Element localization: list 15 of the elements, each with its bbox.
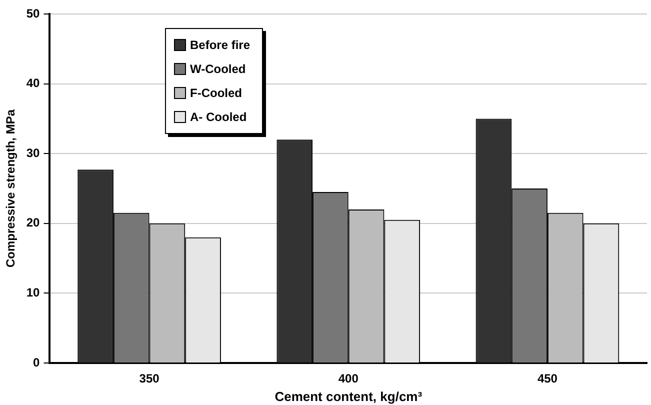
- y-tick-label: 20: [26, 216, 40, 230]
- y-axis-title: Compressive strength, MPa: [4, 109, 18, 268]
- legend-label: Before fire: [190, 38, 250, 52]
- legend-label: A- Cooled: [190, 110, 247, 124]
- y-tick-label: 10: [26, 286, 40, 300]
- legend-label: W-Cooled: [190, 62, 246, 76]
- y-tick-label: 0: [33, 355, 40, 370]
- legend-label: F-Cooled: [190, 86, 242, 100]
- y-tick-label: 30: [26, 146, 40, 160]
- x-axis-title: Cement content, kg/cm³: [274, 388, 423, 404]
- y-tick-label: 50: [26, 6, 40, 20]
- x-tick-label: 400: [338, 372, 359, 386]
- x-tick-label: 450: [537, 372, 558, 386]
- x-tick-label: 350: [139, 372, 160, 386]
- y-tick-label: 40: [26, 76, 40, 90]
